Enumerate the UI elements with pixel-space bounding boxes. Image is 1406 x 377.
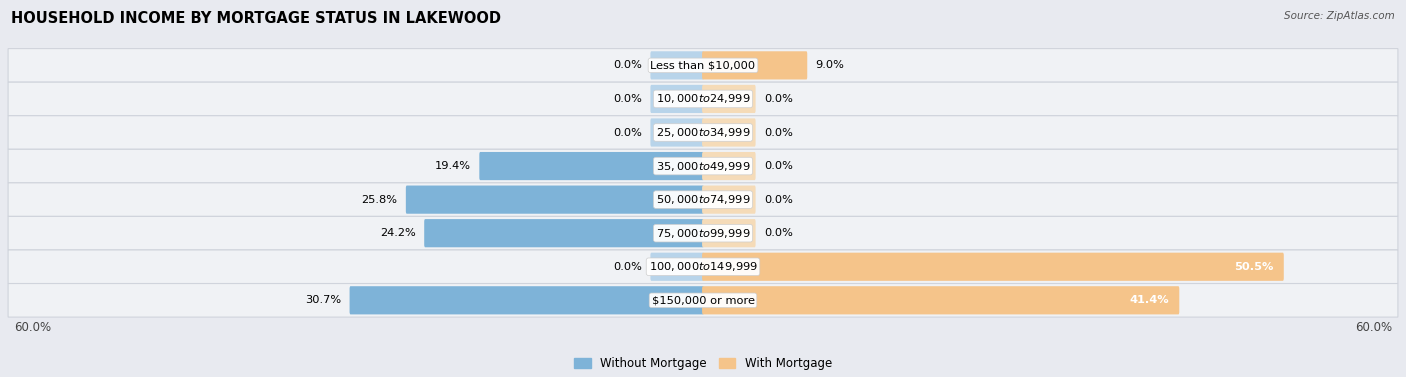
FancyBboxPatch shape <box>651 118 704 147</box>
FancyBboxPatch shape <box>8 116 1398 149</box>
FancyBboxPatch shape <box>702 253 1284 281</box>
Text: 0.0%: 0.0% <box>613 60 643 70</box>
Text: 60.0%: 60.0% <box>14 321 51 334</box>
FancyBboxPatch shape <box>651 51 704 80</box>
Text: 0.0%: 0.0% <box>763 94 793 104</box>
FancyBboxPatch shape <box>702 118 755 147</box>
Text: $25,000 to $34,999: $25,000 to $34,999 <box>655 126 751 139</box>
Text: 24.2%: 24.2% <box>380 228 416 238</box>
Text: 9.0%: 9.0% <box>815 60 845 70</box>
Text: 0.0%: 0.0% <box>613 262 643 272</box>
FancyBboxPatch shape <box>8 250 1398 284</box>
Text: 30.7%: 30.7% <box>305 295 342 305</box>
Text: 60.0%: 60.0% <box>1355 321 1392 334</box>
FancyBboxPatch shape <box>479 152 704 180</box>
FancyBboxPatch shape <box>702 152 755 180</box>
Text: 25.8%: 25.8% <box>361 195 398 205</box>
FancyBboxPatch shape <box>8 284 1398 317</box>
Text: 50.5%: 50.5% <box>1234 262 1274 272</box>
FancyBboxPatch shape <box>8 49 1398 82</box>
FancyBboxPatch shape <box>8 82 1398 116</box>
FancyBboxPatch shape <box>350 286 704 314</box>
FancyBboxPatch shape <box>702 219 755 247</box>
Text: Source: ZipAtlas.com: Source: ZipAtlas.com <box>1284 11 1395 21</box>
Text: 0.0%: 0.0% <box>613 94 643 104</box>
FancyBboxPatch shape <box>651 253 704 281</box>
Text: 0.0%: 0.0% <box>763 127 793 138</box>
Text: $50,000 to $74,999: $50,000 to $74,999 <box>655 193 751 206</box>
FancyBboxPatch shape <box>425 219 704 247</box>
Text: 0.0%: 0.0% <box>763 228 793 238</box>
Text: 19.4%: 19.4% <box>434 161 471 171</box>
FancyBboxPatch shape <box>8 149 1398 183</box>
FancyBboxPatch shape <box>406 185 704 214</box>
Text: $10,000 to $24,999: $10,000 to $24,999 <box>655 92 751 106</box>
Legend: Without Mortgage, With Mortgage: Without Mortgage, With Mortgage <box>569 352 837 375</box>
Text: $35,000 to $49,999: $35,000 to $49,999 <box>655 159 751 173</box>
FancyBboxPatch shape <box>8 183 1398 216</box>
FancyBboxPatch shape <box>651 85 704 113</box>
FancyBboxPatch shape <box>702 51 807 80</box>
Text: HOUSEHOLD INCOME BY MORTGAGE STATUS IN LAKEWOOD: HOUSEHOLD INCOME BY MORTGAGE STATUS IN L… <box>11 11 502 26</box>
Text: 41.4%: 41.4% <box>1129 295 1170 305</box>
FancyBboxPatch shape <box>702 185 755 214</box>
FancyBboxPatch shape <box>8 216 1398 250</box>
Text: $100,000 to $149,999: $100,000 to $149,999 <box>648 260 758 273</box>
Text: Less than $10,000: Less than $10,000 <box>651 60 755 70</box>
Text: $75,000 to $99,999: $75,000 to $99,999 <box>655 227 751 240</box>
Text: $150,000 or more: $150,000 or more <box>651 295 755 305</box>
Text: 0.0%: 0.0% <box>763 195 793 205</box>
Text: 0.0%: 0.0% <box>763 161 793 171</box>
FancyBboxPatch shape <box>702 85 755 113</box>
Text: 0.0%: 0.0% <box>613 127 643 138</box>
FancyBboxPatch shape <box>702 286 1180 314</box>
